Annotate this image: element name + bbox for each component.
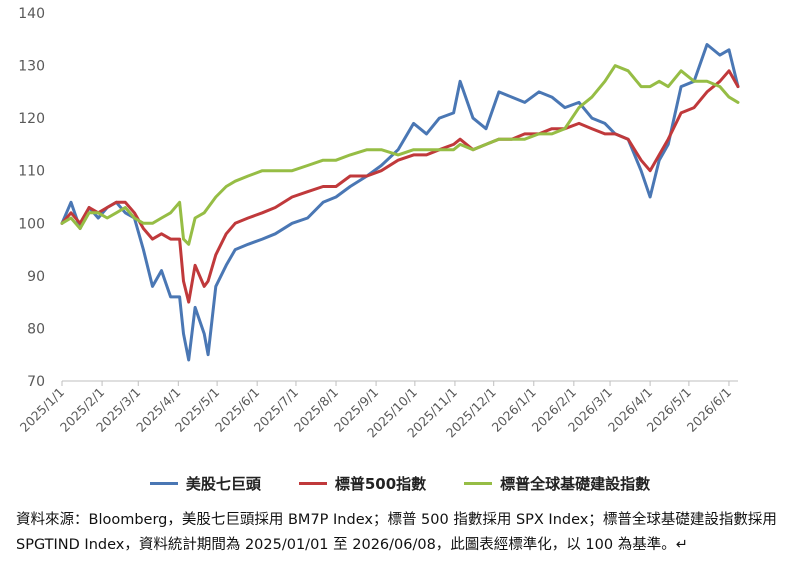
source-note: 資料來源：Bloomberg，美股七巨頭採用 BM7P Index；標普 500… (16, 512, 777, 553)
chart-legend: 美股七巨頭 標普500指數 標普全球基礎建設指數 (0, 468, 800, 498)
y-tick-label: 100 (18, 216, 45, 232)
legend-label-0: 美股七巨頭 (185, 474, 261, 493)
y-tick-label: 70 (27, 374, 45, 390)
y-tick-label: 110 (18, 164, 45, 180)
y-tick-label: 130 (18, 59, 45, 75)
legend-label-1: 標普500指數 (334, 474, 427, 493)
x-tick-label: 2026/6/1 (684, 385, 734, 435)
legend-swatch-0 (149, 481, 178, 485)
line-chart: 7080901001101201301402025/1/12025/2/1202… (17, 6, 740, 440)
series-line-1 (60, 69, 740, 304)
legend-item-2: 標普全球基礎建設指數 (464, 473, 650, 494)
chart-series-group (60, 43, 740, 362)
legend-item-1: 標普500指數 (298, 473, 427, 494)
y-tick-label: 80 (27, 321, 45, 337)
legend-item-0: 美股七巨頭 (149, 473, 261, 494)
legend-swatch-1 (298, 481, 327, 485)
legend-label-2: 標普全球基礎建設指數 (500, 474, 651, 493)
y-tick-label: 140 (18, 6, 45, 22)
legend-swatch-2 (464, 481, 493, 485)
series-line-0 (60, 43, 740, 362)
series-line-2 (60, 64, 740, 246)
y-tick-label: 90 (27, 269, 45, 285)
y-tick-label: 120 (18, 111, 45, 127)
